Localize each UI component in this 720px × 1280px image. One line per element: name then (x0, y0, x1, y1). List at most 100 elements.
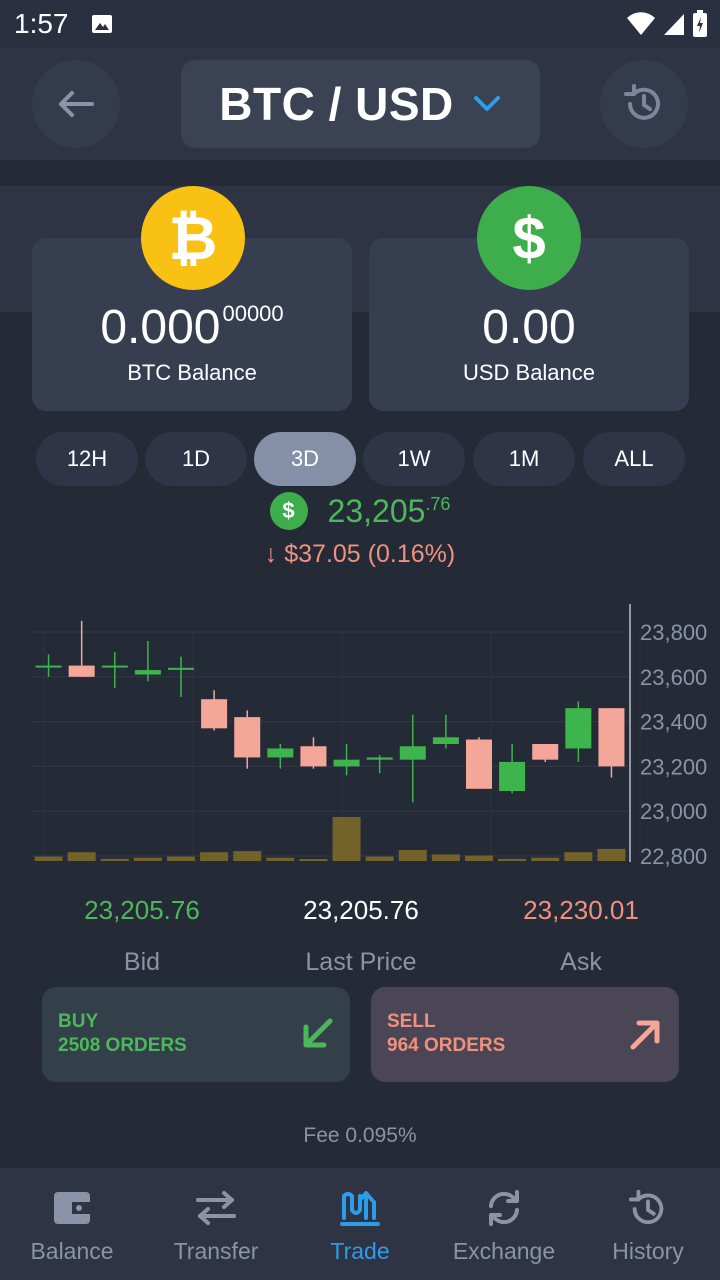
usd-balance-label: USD Balance (462, 360, 596, 385)
candle-body (300, 746, 327, 767)
back-button[interactable] (32, 60, 120, 148)
volume-bar (365, 856, 394, 861)
candle-body (333, 759, 360, 767)
volume-bar (34, 856, 63, 861)
last-price-quote: 23,205.76 Last Price (251, 895, 471, 977)
candle-body (565, 708, 592, 749)
bottom-nav: Balance Transfer Trade Exchange History (0, 1168, 720, 1280)
last-price-value: 23,205.76 (303, 895, 419, 925)
volume-bar (67, 852, 96, 861)
bid-label: Bid (123, 948, 161, 976)
price-change: ↓ $37.05 (0.16%) (264, 540, 456, 568)
sell-title: SELL (387, 1011, 436, 1032)
exchange-icon (489, 1190, 519, 1226)
nav-exchange[interactable]: Exchange (432, 1168, 576, 1280)
dollar-icon: $ (477, 186, 581, 290)
y-tick-label: 23,400 (640, 710, 707, 735)
dollar-icon: $ (269, 492, 308, 530)
usd-balance-amount: 0.00 (482, 301, 576, 354)
volume-bar (133, 857, 162, 861)
volume-bar (266, 857, 295, 861)
y-tick-label: 22,800 (640, 844, 707, 869)
btc-balance-amount: 0.00000000 (100, 301, 284, 354)
wifi-icon (627, 12, 655, 35)
arrow-left-icon (59, 91, 94, 117)
trade-history-button[interactable] (600, 60, 688, 148)
nav-trade[interactable]: Trade (288, 1168, 432, 1280)
candlestick-chart[interactable]: 23,800 23,600 23,400 23,200 23,000 22,800 (0, 600, 720, 870)
candle-body (399, 746, 426, 760)
trade-icon (340, 1191, 380, 1226)
volume-bar (431, 854, 460, 861)
price-value: 23,205.76 (327, 492, 451, 529)
bitcoin-icon: ₿ (141, 186, 245, 290)
y-tick-label: 23,600 (640, 665, 707, 690)
current-price: $ 23,205.76 (0, 490, 720, 532)
volume-bar (233, 851, 262, 861)
candle-body (466, 739, 492, 789)
volume-bar (531, 857, 560, 861)
bid-quote: 23,205.76 Bid (32, 895, 252, 977)
volume-bar (332, 817, 361, 861)
nav-transfer[interactable]: Transfer (144, 1168, 288, 1280)
volume-bar (498, 858, 527, 861)
arrow-down-left-icon (303, 1018, 333, 1048)
history-icon (624, 84, 660, 120)
pair-selector[interactable]: BTC / USD (181, 60, 540, 148)
range-tab-1m[interactable]: 1M (473, 432, 575, 486)
history-icon (628, 1189, 664, 1225)
candle-body (201, 699, 228, 729)
sell-orders-button[interactable]: SELL 964 ORDERS (371, 987, 679, 1082)
candle-body (598, 708, 625, 767)
btc-balance-label: BTC Balance (127, 360, 257, 385)
status-time: 1:57 (14, 8, 69, 39)
fee-text: Fee 0.095% (303, 1124, 417, 1147)
battery-icon (693, 10, 707, 37)
candle-body (499, 761, 526, 792)
ask-value: 23,230.01 (523, 895, 639, 925)
bid-value: 23,205.76 (84, 895, 200, 925)
range-tab-1d[interactable]: 1D (145, 432, 247, 486)
pair-label: BTC / USD (219, 78, 454, 130)
candle-body (101, 665, 128, 668)
volume-bar (398, 850, 427, 861)
nav-balance[interactable]: Balance (0, 1168, 144, 1280)
top-app-bar: BTC / USD (0, 48, 720, 160)
candle-body (234, 717, 261, 758)
range-tab-all[interactable]: ALL (583, 432, 685, 486)
ask-quote: 23,230.01 Ask (471, 895, 691, 977)
candle-body (432, 737, 459, 744)
volume-bar (167, 856, 195, 861)
candle-body (134, 670, 161, 675)
y-tick-label: 23,000 (640, 799, 707, 824)
transfer-icon (196, 1191, 236, 1225)
ask-label: Ask (560, 948, 602, 976)
sell-order-count: 964 ORDERS (387, 1035, 506, 1056)
candle-body (168, 667, 194, 670)
signal-icon (664, 14, 684, 35)
wallet-icon (54, 1192, 90, 1224)
image-notification-icon (92, 15, 112, 33)
nav-history[interactable]: History (576, 1168, 720, 1280)
candle-body (366, 757, 393, 760)
volume-bar (100, 858, 129, 861)
buy-order-count: 2508 ORDERS (58, 1035, 187, 1056)
volume-bar (299, 859, 328, 861)
volume-bar (465, 855, 493, 861)
candle-body (35, 665, 62, 668)
candle-body (267, 748, 294, 758)
volume-bar (564, 852, 593, 861)
volume-bar (597, 848, 626, 861)
volume-bar (200, 852, 229, 861)
candle-body (532, 744, 559, 760)
chevron-down-icon (473, 96, 500, 111)
y-tick-label: 23,800 (640, 620, 707, 645)
buy-orders-button[interactable]: BUY 2508 ORDERS (42, 987, 350, 1082)
range-tab-1w[interactable]: 1W (363, 432, 465, 486)
candle-body (68, 665, 95, 677)
arrow-up-right-icon (630, 1020, 660, 1050)
range-tab-3d[interactable]: 3D (254, 432, 356, 486)
buy-title: BUY (58, 1011, 99, 1032)
range-tab-12h[interactable]: 12H (36, 432, 138, 486)
last-price-label: Last Price (305, 948, 417, 976)
